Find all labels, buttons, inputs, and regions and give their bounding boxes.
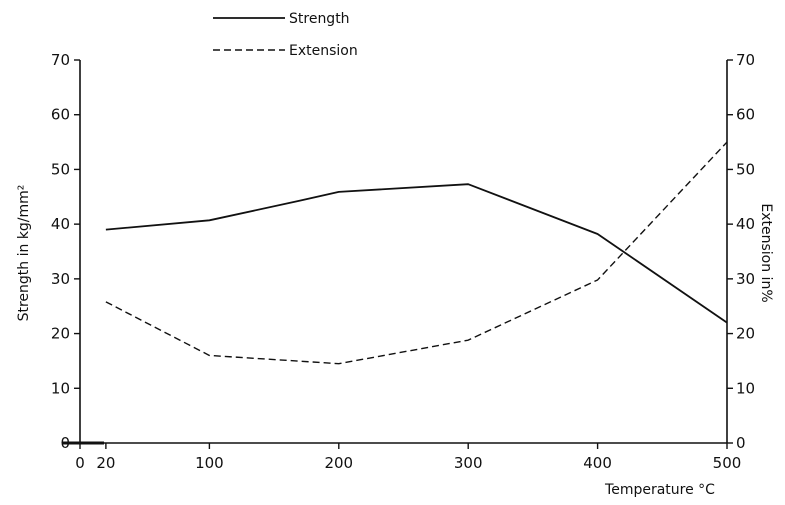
x-tick-label: 20 [96, 454, 115, 472]
y-tick-left-label: 0 [60, 434, 70, 452]
x-tick-label: 500 [713, 454, 742, 472]
y-tick-right-label: 70 [736, 51, 755, 69]
y-tick-left-label: 40 [51, 215, 70, 233]
legend-label-extension: Extension [289, 43, 358, 59]
y-axis-left-title: Strength in kg/mm² [16, 185, 32, 322]
tick-labels: 0 10 20 30 40 50 60 70 0 10 20 30 40 50 60 70 0 20 100 200 3… [51, 51, 755, 472]
y-axis-right-title: Extension in% [758, 203, 774, 302]
legend: Strength Extension [213, 11, 358, 59]
y-tick-left-label: 30 [51, 270, 70, 288]
legend-label-strength: Strength [289, 11, 350, 27]
y-tick-right-label: 40 [736, 215, 755, 233]
y-tick-right-label: 60 [736, 106, 755, 124]
x-tick-label: 300 [454, 454, 483, 472]
axes [62, 59, 733, 449]
y-tick-right-label: 30 [736, 270, 755, 288]
y-tick-left-label: 20 [51, 325, 70, 343]
y-tick-left-label: 60 [51, 106, 70, 124]
x-axis-title: Temperature °C [604, 482, 715, 498]
series-line-strength [105, 183, 728, 324]
series-group [105, 141, 728, 365]
y-tick-left-label: 50 [51, 160, 70, 178]
y-tick-right-label: 0 [736, 434, 746, 452]
y-tick-left-label: 70 [51, 51, 70, 69]
y-tick-right-label: 20 [736, 325, 755, 343]
y-tick-right-label: 50 [736, 160, 755, 178]
x-tick-label: 0 [75, 454, 85, 472]
x-tick-label: 100 [195, 454, 224, 472]
x-tick-label: 200 [324, 454, 353, 472]
y-tick-left-label: 10 [51, 379, 70, 397]
x-tick-label: 400 [583, 454, 612, 472]
series-line-extension [105, 141, 728, 365]
y-tick-right-label: 10 [736, 379, 755, 397]
